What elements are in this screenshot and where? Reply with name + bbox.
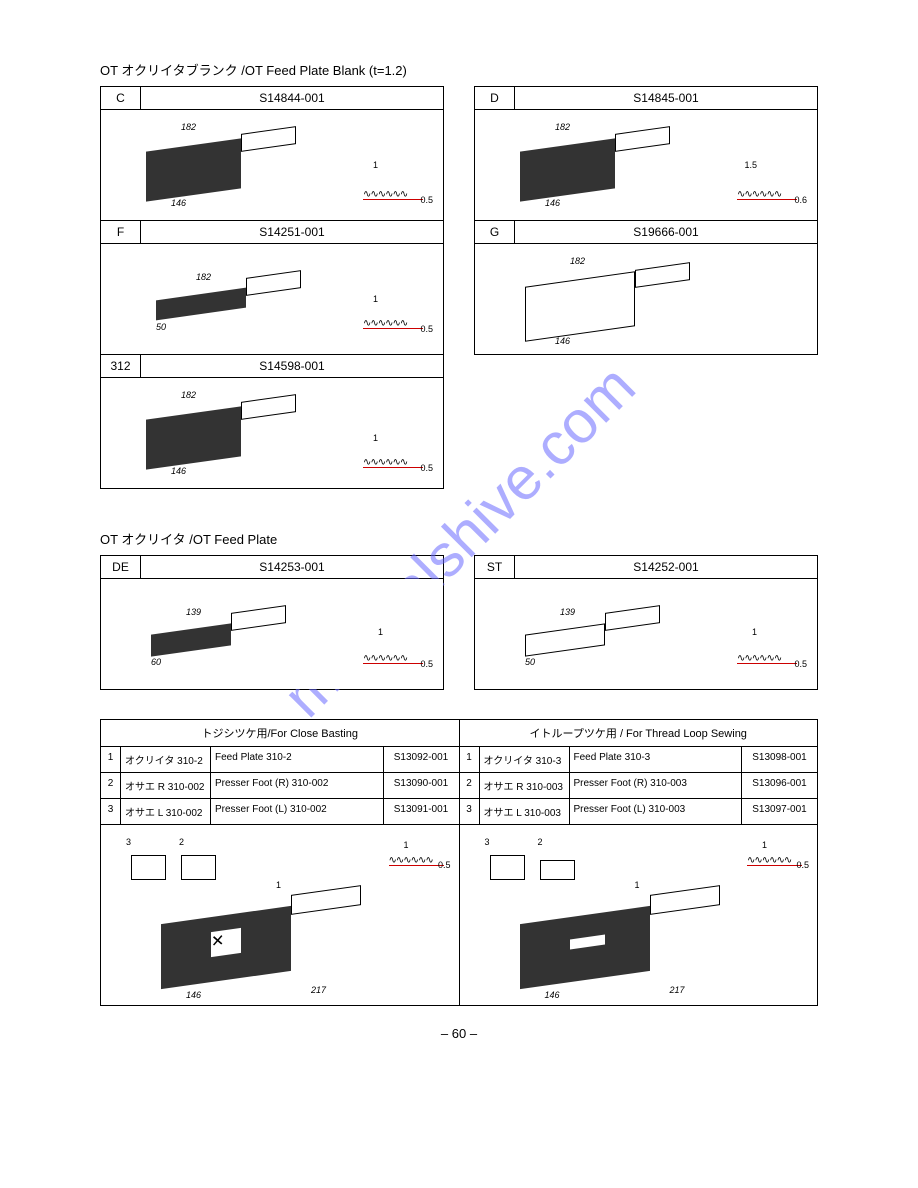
part-number: S14598-001 [141,355,443,377]
part-number: S14845-001 [515,87,817,109]
diagram: 182 146 1 0.5 [101,378,443,488]
part-number: S14844-001 [141,87,443,109]
part-number: S14252-001 [515,556,817,578]
table-row: 1 オクリイタ 310-2 Feed Plate 310-2 S13092-00… [101,747,459,773]
diagram: 139 50 1 0.5 [475,579,817,689]
cell-c: C S14844-001 182 146 1 0.5 [100,86,444,221]
section-parts-table: トジシツケ用/For Close Basting 1 オクリイタ 310-2 F… [100,719,818,1006]
code: ST [475,556,515,578]
diagram: 139 60 1 0.5 [101,579,443,689]
cell-f: F S14251-001 182 50 1 0.5 [100,220,444,355]
diagram-close-basting: ✕ 146 217 1 0.5 3 2 1 [101,825,460,1005]
cell-st: ST S14252-001 139 50 1 0.5 [474,555,818,690]
cell-312: 312 S14598-001 182 146 1 0.5 [100,354,444,489]
table-row: 2 オサエ R 310-003 Presser Foot (R) 310-003… [460,773,818,799]
part-number: S14251-001 [141,221,443,243]
diagram-thread-loop: 146 217 1 0.5 3 2 1 [460,825,818,1005]
code: G [475,221,515,243]
diagram-row: ✕ 146 217 1 0.5 3 2 1 146 217 1 0.5 3 2 … [100,825,818,1006]
table-row: 2 オサエ R 310-002 Presser Foot (R) 310-002… [101,773,459,799]
diagram: 182 50 1 0.5 [101,244,443,354]
table-row: 1 オクリイタ 310-3 Feed Plate 310-3 S13098-00… [460,747,818,773]
table-row: 3 オサエ L 310-003 Presser Foot (L) 310-003… [460,799,818,824]
cell-g: G S19666-001 182 146 [474,220,818,355]
part-number: S19666-001 [515,221,817,243]
section-title: OT オクリイタブランク /OT Feed Plate Blank (t=1.2… [100,60,818,79]
section-feed-plate-blank: OT オクリイタブランク /OT Feed Plate Blank (t=1.2… [100,60,818,489]
section-feed-plate: OT オクリイタ /OT Feed Plate DE S14253-001 13… [100,529,818,690]
table-thread-loop: イトループツケ用 / For Thread Loop Sewing 1 オクリイ… [460,720,818,824]
code: DE [101,556,141,578]
diagram: 182 146 1 0.5 [101,110,443,220]
cell-de: DE S14253-001 139 60 1 0.5 [100,555,444,690]
diagram: 182 146 1.5 0.6 [475,110,817,220]
section-title: OT オクリイタ /OT Feed Plate [100,529,818,548]
diagram: 182 146 [475,244,817,354]
code: C [101,87,141,109]
table-header: イトループツケ用 / For Thread Loop Sewing [460,720,818,747]
code: D [475,87,515,109]
table-row: 3 オサエ L 310-002 Presser Foot (L) 310-002… [101,799,459,824]
code: F [101,221,141,243]
part-number: S14253-001 [141,556,443,578]
cell-d: D S14845-001 182 146 1.5 0.6 [474,86,818,221]
page-number: – 60 – [100,1026,818,1041]
code: 312 [101,355,141,377]
table-header: トジシツケ用/For Close Basting [101,720,459,747]
table-close-basting: トジシツケ用/For Close Basting 1 オクリイタ 310-2 F… [101,720,460,824]
